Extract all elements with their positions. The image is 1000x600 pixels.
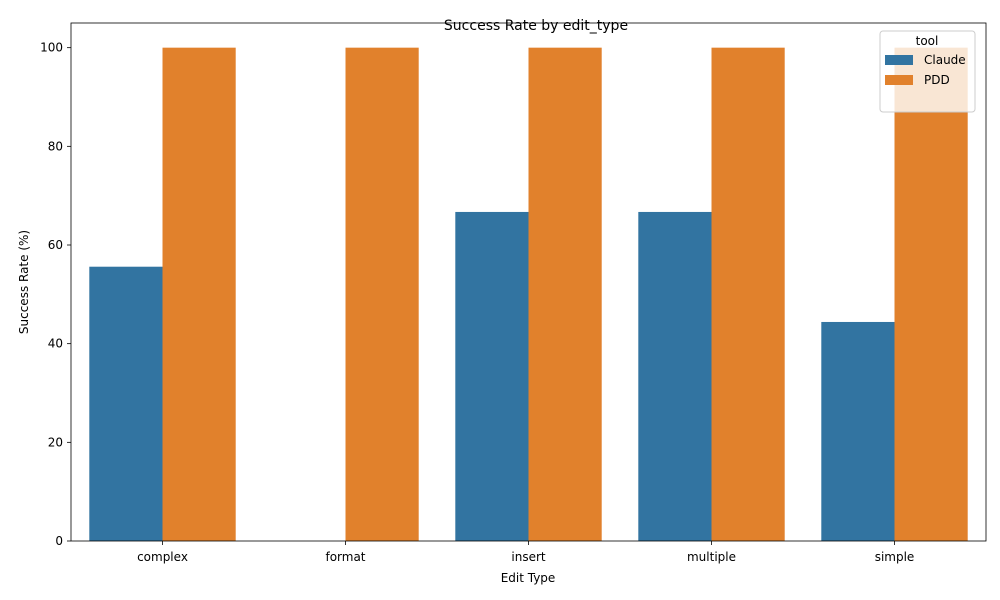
- legend: tool Claude PDD: [879, 30, 976, 113]
- bar-pdd-multiple: [711, 47, 785, 542]
- bars-group: [89, 47, 968, 542]
- bar-claude-simple: [821, 321, 895, 541]
- x-tick-label-simple: simple: [875, 550, 915, 564]
- bar-pdd-format: [345, 47, 419, 542]
- bar-claude-multiple: [638, 211, 712, 542]
- x-axis-label: Edit Type: [501, 571, 556, 585]
- bar-claude-complex: [89, 266, 163, 541]
- y-tick-label: 20: [48, 435, 63, 449]
- bar-pdd-complex: [162, 47, 236, 542]
- legend-frame: [879, 30, 976, 113]
- bar-claude-insert: [455, 211, 529, 542]
- legend-swatch-claude: [885, 55, 913, 65]
- legend-swatch-pdd: [885, 75, 913, 85]
- x-axis: complex format insert multiple simple: [137, 541, 914, 564]
- x-tick-label-format: format: [325, 550, 365, 564]
- y-tick-label: 40: [48, 337, 63, 351]
- y-axis: 0 20 40 60 80 100: [40, 41, 71, 548]
- y-tick-label: 100: [40, 41, 63, 55]
- bar-pdd-insert: [528, 47, 602, 542]
- legend-title: tool: [916, 34, 939, 48]
- legend-label-claude: Claude: [924, 53, 966, 67]
- x-tick-label-insert: insert: [511, 550, 546, 564]
- y-tick-label: 0: [55, 534, 63, 548]
- y-tick-label: 60: [48, 238, 63, 252]
- legend-label-pdd: PDD: [924, 73, 950, 87]
- y-axis-label: Success Rate (%): [17, 230, 31, 334]
- plot-frame: [70, 22, 987, 542]
- bar-pdd-simple: [894, 47, 968, 542]
- y-tick-label: 80: [48, 139, 63, 153]
- chart-title: Success Rate by edit_type: [444, 18, 628, 34]
- x-tick-label-multiple: multiple: [687, 550, 736, 564]
- x-tick-label-complex: complex: [137, 550, 188, 564]
